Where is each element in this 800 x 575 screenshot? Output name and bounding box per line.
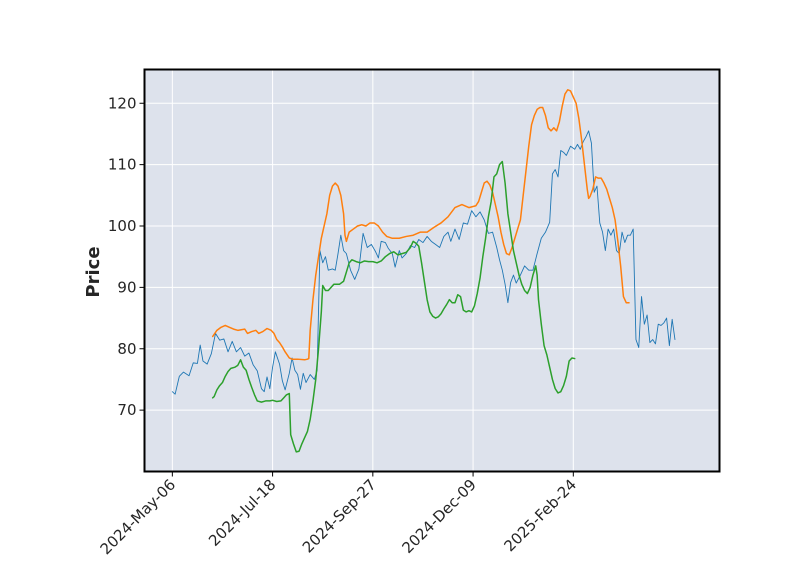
x-tick-label: 2024-Jul-18 bbox=[205, 476, 279, 550]
plot-background bbox=[144, 69, 720, 472]
series-line-1 bbox=[171, 130, 676, 395]
y-tick-label: 90 bbox=[117, 278, 136, 296]
x-tick-label: 2024-May-06 bbox=[97, 476, 180, 559]
grid-lines bbox=[144, 69, 720, 472]
series-line-3 bbox=[211, 160, 576, 453]
series-line-2 bbox=[211, 89, 630, 361]
plot-frame bbox=[143, 68, 721, 473]
y-tick-label: 120 bbox=[108, 94, 137, 112]
y-tick-label: 110 bbox=[108, 156, 137, 174]
y-tick-label: 80 bbox=[117, 340, 136, 358]
y-tick-label: 100 bbox=[108, 217, 137, 235]
x-tick-label: 2025-Feb-24 bbox=[500, 476, 580, 556]
x-tick-label: 2024-Dec-09 bbox=[398, 476, 479, 557]
y-axis-label: Price bbox=[83, 246, 104, 297]
series-layer bbox=[171, 89, 676, 453]
y-tick-label: 70 bbox=[117, 401, 136, 419]
x-tick-label: 2024-Sep-27 bbox=[299, 476, 380, 557]
